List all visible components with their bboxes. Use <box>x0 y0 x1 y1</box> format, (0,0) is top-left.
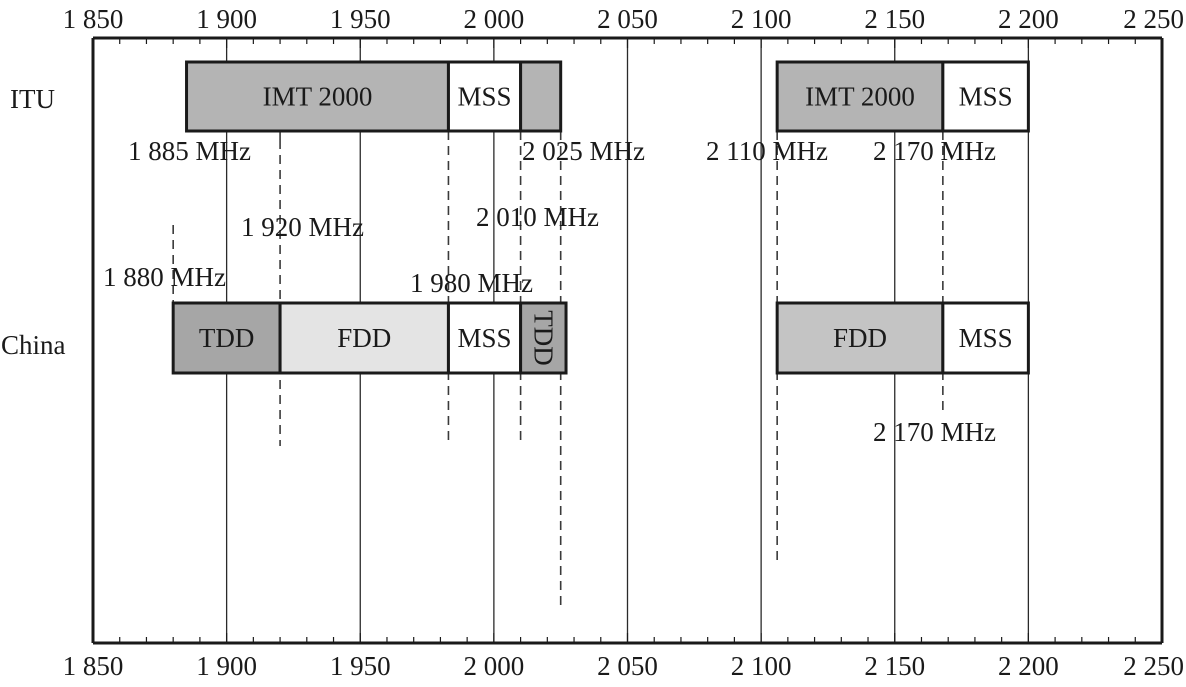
axis-tick-label-top: 2 000 <box>464 4 525 34</box>
band-label: MSS <box>959 323 1013 353</box>
band-label: FDD <box>833 323 887 353</box>
frequency-label: 2 170 MHz <box>873 417 996 447</box>
frequency-label: 1 920 MHz <box>241 212 364 242</box>
band-china <box>278 301 450 375</box>
row-itu: ITU IMT 2000 MSS IMT 2000 MSS <box>10 60 1030 133</box>
frequency-annotations: 1 885 MHz 2 025 MHz 2 110 MHz 2 170 MHz 1 92… <box>103 136 996 447</box>
axis-tick-label-bottom: 2 150 <box>864 651 925 681</box>
band-label: MSS <box>959 82 1013 112</box>
axis-tick-label-top: 1 950 <box>330 4 391 34</box>
band-label: IMT 2000 <box>263 82 373 112</box>
axis-tick-label-bottom: 1 950 <box>330 651 391 681</box>
row-china: China TDD FDD MSS TDD FDD MSS <box>1 301 1030 375</box>
band-label: TDD <box>528 310 558 366</box>
band-label: MSS <box>457 82 511 112</box>
band-china <box>941 301 1030 375</box>
frequency-label: 2 010 MHz <box>476 202 599 232</box>
row-label-itu: ITU <box>10 84 55 114</box>
band-itu <box>519 60 563 133</box>
frequency-label: 1 880 MHz <box>103 262 226 292</box>
axis-tick-label-top: 1 850 <box>63 4 124 34</box>
frequency-label: 2 170 MHz <box>873 136 996 166</box>
axis-tick-label-bottom: 2 100 <box>731 651 792 681</box>
axis-tick-label-bottom: 2 250 <box>1123 651 1184 681</box>
axis-tick-label-bottom: 2 200 <box>998 651 1059 681</box>
band-label: MSS <box>457 323 511 353</box>
band-china <box>171 301 282 375</box>
frequency-label: 2 025 MHz <box>522 136 645 166</box>
axis-tick-label-bottom: 2 050 <box>597 651 658 681</box>
axis-tick-label-top: 2 150 <box>864 4 925 34</box>
frequency-label: 1 885 MHz <box>128 136 251 166</box>
axis-tick-label-bottom: 1 900 <box>196 651 257 681</box>
axis-ticks <box>92 38 1163 643</box>
axis-tick-label-top: 1 900 <box>196 4 257 34</box>
band-label: TDD <box>199 323 255 353</box>
band-china <box>775 301 945 375</box>
row-label-china: China <box>1 330 66 360</box>
axis-tick-label-top: 2 100 <box>731 4 792 34</box>
frequency-label: 1 980 MHz <box>410 268 533 298</box>
axis-tick-label-top: 2 050 <box>597 4 658 34</box>
band-label: IMT 2000 <box>805 82 915 112</box>
axis-tick-label-bottom: 2 000 <box>464 651 525 681</box>
band-china <box>519 301 568 375</box>
axis-tick-label-top: 2 250 <box>1123 4 1184 34</box>
frequency-label: 2 110 MHz <box>706 136 828 166</box>
axis-tick-labels: 1 850 1 850 1 900 1 900 1 950 1 950 2 000 2 000… <box>63 4 1184 681</box>
band-label: FDD <box>337 323 391 353</box>
band-itu <box>941 60 1030 133</box>
axis-tick-label-bottom: 1 850 <box>63 651 124 681</box>
axis-tick-label-top: 2 200 <box>998 4 1059 34</box>
band-itu <box>185 60 450 133</box>
band-itu <box>775 60 945 133</box>
